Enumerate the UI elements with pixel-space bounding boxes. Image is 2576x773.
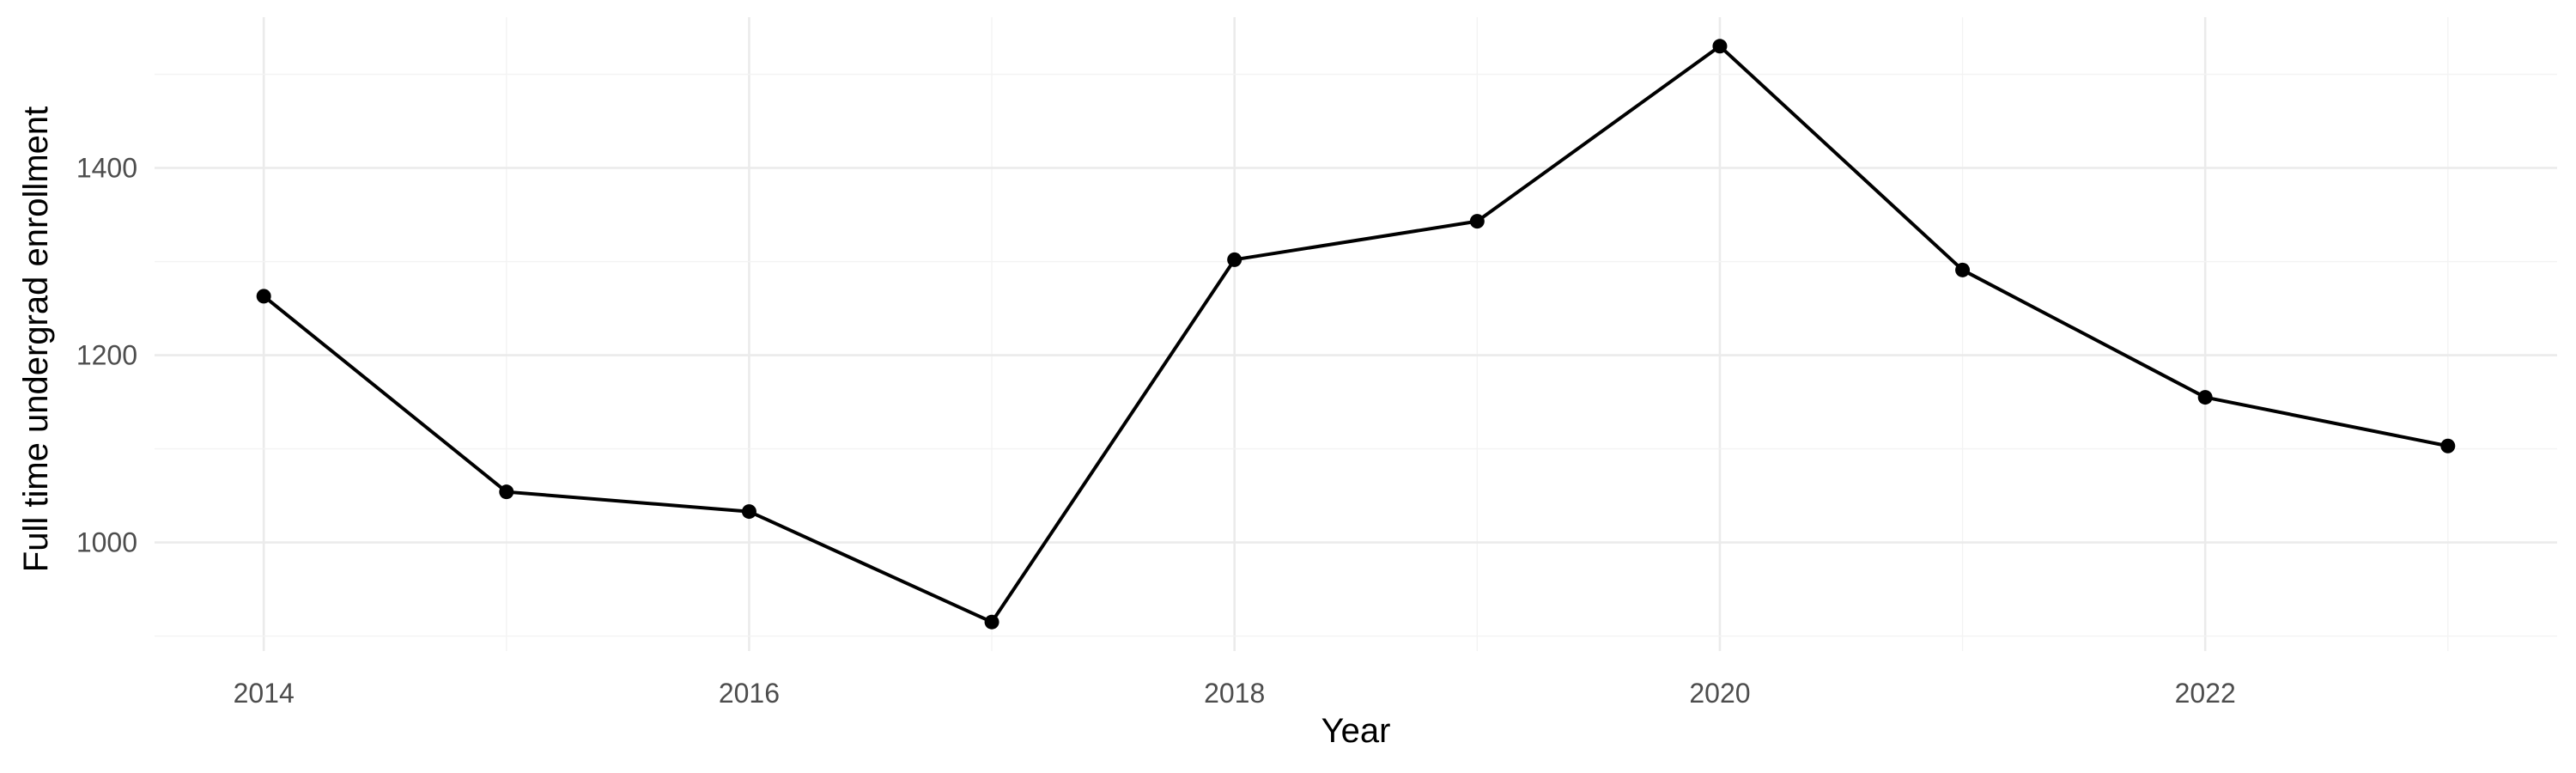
x-tick-label: 2014 xyxy=(234,678,295,709)
data-point xyxy=(1955,262,1971,277)
data-point xyxy=(256,289,271,304)
y-axis-title: Full time undergrad enrollment xyxy=(17,107,55,572)
data-point xyxy=(984,614,999,630)
x-tick-label: 2016 xyxy=(719,678,780,709)
data-point xyxy=(1227,252,1242,267)
x-axis: 2014 2016 2018 2020 2022 xyxy=(234,678,2236,709)
data-point xyxy=(741,504,756,520)
x-tick-label: 2020 xyxy=(1689,678,1750,709)
y-axis: 1000 1200 1400 xyxy=(76,153,137,558)
grid xyxy=(155,17,2557,651)
series-line xyxy=(262,44,2450,624)
y-tick-label: 1000 xyxy=(76,527,137,558)
x-tick-label: 2022 xyxy=(2175,678,2236,709)
y-tick-label: 1200 xyxy=(76,340,137,371)
y-tick-label: 1400 xyxy=(76,153,137,184)
data-point xyxy=(1712,39,1728,54)
x-tick-label: 2018 xyxy=(1204,678,1265,709)
series-layer xyxy=(256,39,2456,630)
data-point xyxy=(2440,438,2456,453)
x-axis-title: Year xyxy=(1321,712,1391,750)
data-point xyxy=(1469,214,1485,229)
data-point xyxy=(499,484,514,500)
data-point xyxy=(2197,390,2213,405)
